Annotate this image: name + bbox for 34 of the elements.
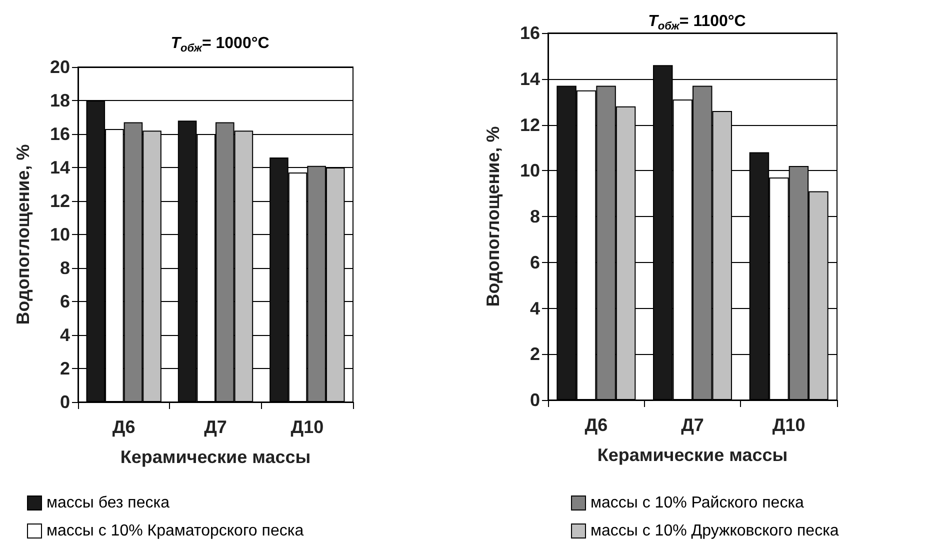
y-tick-label: 4 — [60, 325, 70, 345]
legend-label: массы с 10% Дружковского песка — [590, 522, 839, 540]
y-tick-label: 18 — [50, 90, 70, 110]
y-tick-label: 0 — [530, 390, 540, 410]
y-tick-label: 20 — [50, 57, 70, 77]
y-tick-label: 2 — [530, 344, 540, 364]
y-tick-label: 10 — [50, 224, 70, 244]
y-tick-label: 6 — [60, 292, 70, 312]
legend-label: массы без песка — [46, 494, 170, 512]
y-tick-label: 14 — [520, 68, 540, 89]
y-tick-label: 10 — [520, 160, 540, 181]
y-tick-label: 0 — [60, 392, 70, 412]
y-tick-label: 16 — [50, 124, 70, 144]
x-tick-label: Д7 — [681, 415, 704, 435]
y-tick-label: 8 — [60, 258, 70, 278]
y-axis-title: Водопоглощение, % — [13, 144, 33, 325]
y-tick-label: 2 — [60, 358, 70, 378]
y-tick-label: 14 — [50, 158, 70, 178]
legend-label: массы с 10% Краматорского песка — [46, 522, 304, 540]
x-tick-label: Д7 — [204, 417, 227, 437]
legend-label: массы с 10% Райского песка — [590, 494, 804, 512]
x-tick-label: Д10 — [290, 417, 324, 437]
x-axis-title: Керамические массы — [597, 445, 788, 465]
x-tick-label: Д10 — [772, 415, 806, 435]
y-tick-label: 8 — [530, 206, 540, 226]
y-tick-label: 12 — [520, 114, 540, 135]
x-tick-label: Д6 — [112, 417, 136, 437]
x-axis-title: Керамические массы — [120, 447, 311, 467]
y-tick-label: 16 — [520, 23, 540, 43]
y-axis-title: Водопоглощение, % — [483, 126, 503, 307]
y-tick-label: 4 — [530, 298, 540, 318]
y-tick-label: 12 — [50, 191, 70, 211]
y-tick-label: 6 — [530, 252, 540, 272]
x-tick-label: Д6 — [584, 415, 608, 435]
